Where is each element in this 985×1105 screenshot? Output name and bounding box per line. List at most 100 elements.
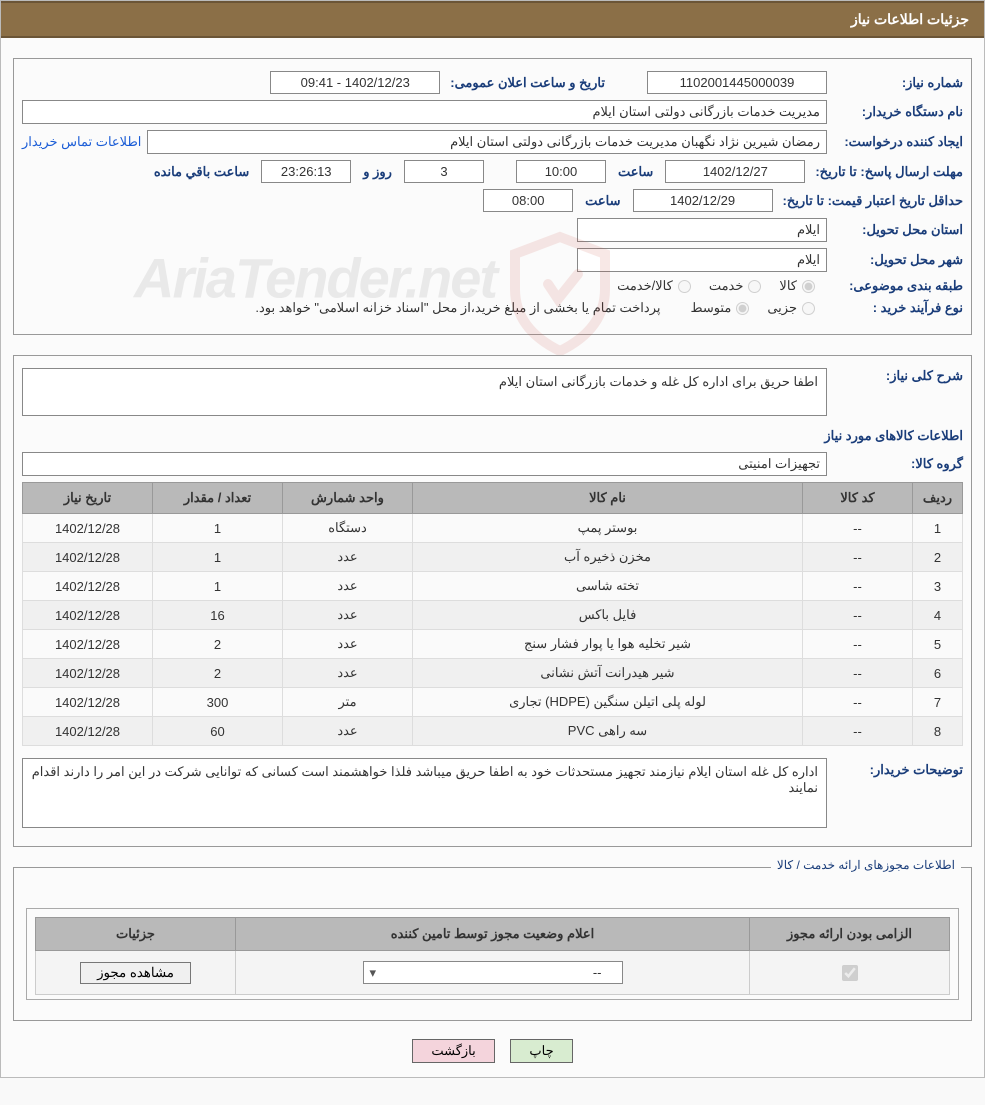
category-goods-service-label: کالا/خدمت <box>617 278 673 294</box>
goods-col-header: تاریخ نیاز <box>23 483 153 514</box>
table-cell: 1402/12/28 <box>23 659 153 688</box>
print-button[interactable]: چاپ <box>510 1039 572 1063</box>
page-header: جزئیات اطلاعات نیاز <box>1 1 984 38</box>
table-cell: 5 <box>913 630 963 659</box>
table-row: 1--بوستر پمپدستگاه11402/12/28 <box>23 514 963 543</box>
category-goods-service-radio[interactable]: کالا/خدمت <box>617 278 691 294</box>
city-label: شهر محل تحویل: <box>833 252 963 268</box>
table-cell: لوله پلی اتیلن سنگین (HDPE) تجاری <box>413 688 803 717</box>
table-cell: 300 <box>153 688 283 717</box>
license-col-header: اعلام وضعیت مجوز توسط تامین کننده <box>236 918 750 951</box>
table-cell: 16 <box>153 601 283 630</box>
contact-link[interactable]: اطلاعات تماس خریدار <box>22 134 141 150</box>
validity-time-label: ساعت <box>579 193 626 209</box>
deadline-label: مهلت ارسال پاسخ: تا تاریخ: <box>811 162 963 182</box>
page-title: جزئیات اطلاعات نیاز <box>851 11 969 27</box>
table-cell: -- <box>803 717 913 746</box>
process-small-input <box>802 302 815 315</box>
process-small-label: جزیی <box>767 300 797 316</box>
deadline-time-label: ساعت <box>612 164 659 180</box>
footer-buttons: چاپ بازگشت <box>1 1029 984 1077</box>
table-cell: 3 <box>913 572 963 601</box>
table-cell: بوستر پمپ <box>413 514 803 543</box>
goods-col-header: نام کالا <box>413 483 803 514</box>
need-number-value: 1102001445000039 <box>647 71 827 94</box>
category-goods-input <box>802 280 815 293</box>
table-cell: -- <box>803 659 913 688</box>
license-row: -- مشاهده مجوز <box>36 951 950 995</box>
process-medium-radio[interactable]: متوسط <box>690 300 749 316</box>
goods-col-header: ردیف <box>913 483 963 514</box>
license-status-value: -- <box>593 965 602 980</box>
table-row: 5--شیر تخلیه هوا یا پوار فشار سنجعدد2140… <box>23 630 963 659</box>
need-number-label: شماره نیاز: <box>833 75 963 91</box>
creator-value: رمضان شیرین نژاد نگهبان مدیریت خدمات باز… <box>147 130 827 154</box>
table-row: 3--تخته شاسیعدد11402/12/28 <box>23 572 963 601</box>
back-button[interactable]: بازگشت <box>412 1039 494 1063</box>
table-cell: 1402/12/28 <box>23 688 153 717</box>
table-row: 2--مخزن ذخیره آبعدد11402/12/28 <box>23 543 963 572</box>
view-license-button[interactable]: مشاهده مجوز <box>80 962 191 984</box>
table-cell: -- <box>803 543 913 572</box>
license-status-select[interactable]: -- <box>363 961 623 984</box>
category-service-label: خدمت <box>709 278 744 294</box>
desc-text: اطفا حریق برای اداره کل غله و خدمات بازر… <box>22 368 827 416</box>
table-cell: 1 <box>153 572 283 601</box>
table-cell: 1 <box>153 514 283 543</box>
table-cell: 6 <box>913 659 963 688</box>
table-cell: 8 <box>913 717 963 746</box>
license-fieldset: الزامی بودن ارائه مجوزاعلام وضعیت مجوز ت… <box>26 908 959 1000</box>
license-section: اطلاعات مجوزهای ارائه خدمت / کالا الزامی… <box>13 867 972 1021</box>
table-cell: 1402/12/28 <box>23 572 153 601</box>
goods-col-header: تعداد / مقدار <box>153 483 283 514</box>
table-cell: سه راهی PVC <box>413 717 803 746</box>
deadline-time: 10:00 <box>516 160 606 183</box>
table-cell: عدد <box>283 717 413 746</box>
table-cell: تخته شاسی <box>413 572 803 601</box>
pubdate-value: 1402/12/23 - 09:41 <box>270 71 440 94</box>
table-cell: 1402/12/28 <box>23 717 153 746</box>
deadline-date: 1402/12/27 <box>665 160 805 183</box>
table-cell: 60 <box>153 717 283 746</box>
category-goods-radio[interactable]: کالا <box>779 278 815 294</box>
table-cell: 2 <box>153 630 283 659</box>
table-row: 4--فایل باکسعدد161402/12/28 <box>23 601 963 630</box>
description-section: شرح کلی نیاز: اطفا حریق برای اداره کل غل… <box>13 355 972 847</box>
table-cell: شیر تخلیه هوا یا پوار فشار سنج <box>413 630 803 659</box>
category-label: طبقه بندی موضوعی: <box>833 278 963 294</box>
table-cell: عدد <box>283 601 413 630</box>
deadline-countdown: 23:26:13 <box>261 160 351 183</box>
table-cell: -- <box>803 601 913 630</box>
table-cell: دستگاه <box>283 514 413 543</box>
table-cell: فایل باکس <box>413 601 803 630</box>
table-cell: 1402/12/28 <box>23 630 153 659</box>
table-cell: شیر هیدرانت آتش نشانی <box>413 659 803 688</box>
table-cell: عدد <box>283 630 413 659</box>
process-medium-label: متوسط <box>690 300 731 316</box>
license-required-checkbox <box>842 965 858 981</box>
process-small-radio[interactable]: جزیی <box>767 300 815 316</box>
table-cell: 1402/12/28 <box>23 514 153 543</box>
table-cell: متر <box>283 688 413 717</box>
table-cell: 1402/12/28 <box>23 601 153 630</box>
group-value: تجهیزات امنیتی <box>22 452 827 476</box>
table-cell: 1 <box>153 543 283 572</box>
process-medium-input <box>736 302 749 315</box>
org-label: نام دستگاه خریدار: <box>833 104 963 120</box>
validity-label: حداقل تاریخ اعتبار قیمت: تا تاریخ: <box>779 191 963 211</box>
table-cell: -- <box>803 514 913 543</box>
goods-table: ردیفکد کالانام کالاواحد شمارشتعداد / مقد… <box>22 482 963 746</box>
table-cell: -- <box>803 688 913 717</box>
group-label: گروه کالا: <box>833 456 963 472</box>
table-cell: عدد <box>283 543 413 572</box>
deadline-remain-label: ساعت باقي مانده <box>148 164 255 180</box>
table-row: 8--سه راهی PVCعدد601402/12/28 <box>23 717 963 746</box>
table-cell: 7 <box>913 688 963 717</box>
table-cell: -- <box>803 630 913 659</box>
category-service-radio[interactable]: خدمت <box>709 278 762 294</box>
license-legend: اطلاعات مجوزهای ارائه خدمت / کالا <box>771 858 961 872</box>
need-info-section: AriaTender.net شماره نیاز: 1102001445000… <box>13 58 972 335</box>
process-label: نوع فرآیند خرید : <box>833 300 963 316</box>
creator-label: ایجاد کننده درخواست: <box>833 134 963 150</box>
table-cell: مخزن ذخیره آب <box>413 543 803 572</box>
